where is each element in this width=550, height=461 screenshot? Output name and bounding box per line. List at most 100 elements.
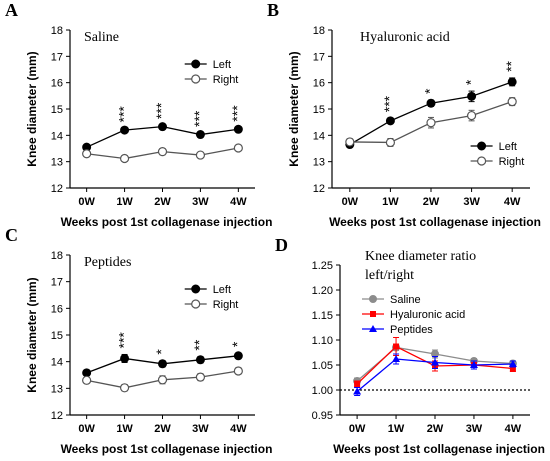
data-point bbox=[82, 149, 92, 159]
x-tick-label: 0W bbox=[349, 423, 366, 435]
legend-marker bbox=[369, 295, 377, 303]
y-tick-label: 1.25 bbox=[312, 260, 333, 272]
data-point bbox=[233, 143, 243, 153]
legend-label: Right bbox=[213, 74, 239, 86]
x-tick-label: 2W bbox=[427, 423, 444, 435]
panel-c: 12 13 14 15 16 17 18 0W 1W 2W 3W 4W Weeks post 1st c… bbox=[5, 225, 272, 456]
legend-marker bbox=[191, 299, 201, 309]
y-axis-label: Knee diameter (mm) bbox=[25, 277, 39, 392]
significance-marker: * bbox=[153, 349, 169, 355]
legend-marker bbox=[191, 59, 201, 69]
panel-d: 0.95 1.00 1.05 1.10 1.15 1.20 1.25 0W 1W 2W 3W 4W We… bbox=[275, 235, 545, 456]
legend-label: Left bbox=[213, 59, 231, 71]
x-tick-label: 1W bbox=[116, 423, 133, 435]
data-point bbox=[157, 375, 168, 385]
legend-label: Left bbox=[499, 141, 517, 153]
data-point bbox=[233, 366, 243, 376]
y-tick-label: 13 bbox=[51, 383, 63, 395]
x-tick-label: 2W bbox=[154, 196, 171, 208]
x-axis-label: Weeks post 1st collagenase injection bbox=[333, 442, 545, 456]
panel-title-line: left/right bbox=[365, 268, 414, 283]
x-tick-label: 1W bbox=[388, 423, 405, 435]
data-point bbox=[507, 97, 517, 107]
panel-label: C bbox=[5, 225, 18, 245]
y-tick-label: 13 bbox=[313, 157, 325, 169]
data-point bbox=[119, 383, 130, 393]
y-tick-label: 15 bbox=[51, 330, 63, 342]
y-tick-label: 15 bbox=[313, 104, 325, 116]
legend-marker bbox=[191, 284, 201, 294]
legend-label: Saline bbox=[390, 294, 421, 306]
data-point bbox=[195, 372, 206, 382]
y-tick-label: 12 bbox=[313, 183, 325, 195]
y-axis-label: Knee diameter (mm) bbox=[287, 51, 301, 166]
significance-marker: *** bbox=[115, 106, 131, 123]
significance-marker: *** bbox=[381, 95, 397, 112]
data-point bbox=[345, 137, 355, 147]
data-point bbox=[82, 368, 92, 378]
x-tick-label: 3W bbox=[192, 423, 209, 435]
x-tick-label: 2W bbox=[423, 196, 440, 208]
panel-label: B bbox=[267, 0, 279, 20]
panel-title-line: Knee diameter ratio bbox=[365, 249, 476, 264]
data-point bbox=[507, 77, 517, 87]
legend-label: Right bbox=[213, 299, 239, 311]
y-tick-label: 1.00 bbox=[312, 385, 333, 397]
y-tick-label: 18 bbox=[313, 25, 325, 37]
x-tick-label: 4W bbox=[504, 196, 521, 208]
x-axis-label: Weeks post 1st collagenase injection bbox=[61, 442, 273, 456]
data-point bbox=[195, 130, 205, 140]
y-tick-label: 14 bbox=[51, 357, 63, 369]
significance-marker: * bbox=[462, 79, 478, 85]
data-point bbox=[353, 387, 362, 395]
data-point bbox=[508, 360, 517, 367]
y-tick-label: 12 bbox=[51, 410, 63, 422]
x-tick-label: 0W bbox=[78, 423, 95, 435]
x-axis-label: Weeks post 1st collagenase injection bbox=[329, 215, 541, 229]
data-point bbox=[354, 381, 361, 387]
data-point bbox=[82, 375, 92, 385]
data-point bbox=[195, 150, 206, 160]
y-tick-label: 1.20 bbox=[312, 285, 333, 297]
y-tick-label: 17 bbox=[313, 51, 325, 63]
data-point bbox=[426, 98, 436, 108]
data-point bbox=[393, 343, 400, 350]
data-point bbox=[467, 91, 477, 101]
x-tick-label: 0W bbox=[342, 196, 359, 208]
significance-marker: ** bbox=[191, 339, 207, 350]
x-tick-label: 3W bbox=[192, 196, 209, 208]
data-point bbox=[120, 125, 130, 135]
y-tick-label: 1.05 bbox=[312, 360, 333, 372]
data-point bbox=[392, 355, 401, 362]
data-point bbox=[233, 351, 243, 361]
x-tick-label: 1W bbox=[116, 196, 133, 208]
legend-marker bbox=[191, 74, 201, 84]
x-tick-label: 3W bbox=[466, 423, 483, 435]
data-point bbox=[233, 124, 243, 134]
panel-title: Hyaluronic acid bbox=[360, 30, 450, 45]
panel-b: 12 13 14 15 16 17 18 0W 1W 2W 3W 4W Weeks post 1st c… bbox=[267, 0, 541, 229]
significance-marker: * bbox=[229, 341, 245, 347]
y-tick-label: 14 bbox=[313, 130, 325, 142]
y-tick-label: 14 bbox=[51, 130, 63, 142]
data-point bbox=[509, 365, 516, 372]
panel-a: 12 13 14 15 16 17 18 0W 1W 2W 3W 4W Weeks post 1st c… bbox=[5, 0, 272, 229]
data-point bbox=[385, 116, 395, 126]
y-tick-label: 12 bbox=[51, 183, 63, 195]
legend-marker bbox=[477, 141, 487, 151]
significance-marker: *** bbox=[191, 110, 207, 127]
x-tick-label: 2W bbox=[154, 423, 171, 435]
data-point bbox=[119, 153, 130, 164]
y-tick-label: 0.95 bbox=[312, 410, 333, 422]
significance-marker: *** bbox=[229, 105, 245, 122]
data-point bbox=[195, 355, 205, 365]
y-tick-label: 16 bbox=[51, 78, 63, 90]
y-tick-label: 1.15 bbox=[312, 310, 333, 322]
panel-label: D bbox=[275, 235, 288, 255]
significance-marker: *** bbox=[115, 332, 131, 349]
legend-label: Right bbox=[499, 156, 525, 168]
y-axis-label: Knee diameter (mm) bbox=[25, 51, 39, 166]
y-tick-label: 16 bbox=[51, 303, 63, 315]
legend-label: Peptides bbox=[390, 324, 433, 336]
